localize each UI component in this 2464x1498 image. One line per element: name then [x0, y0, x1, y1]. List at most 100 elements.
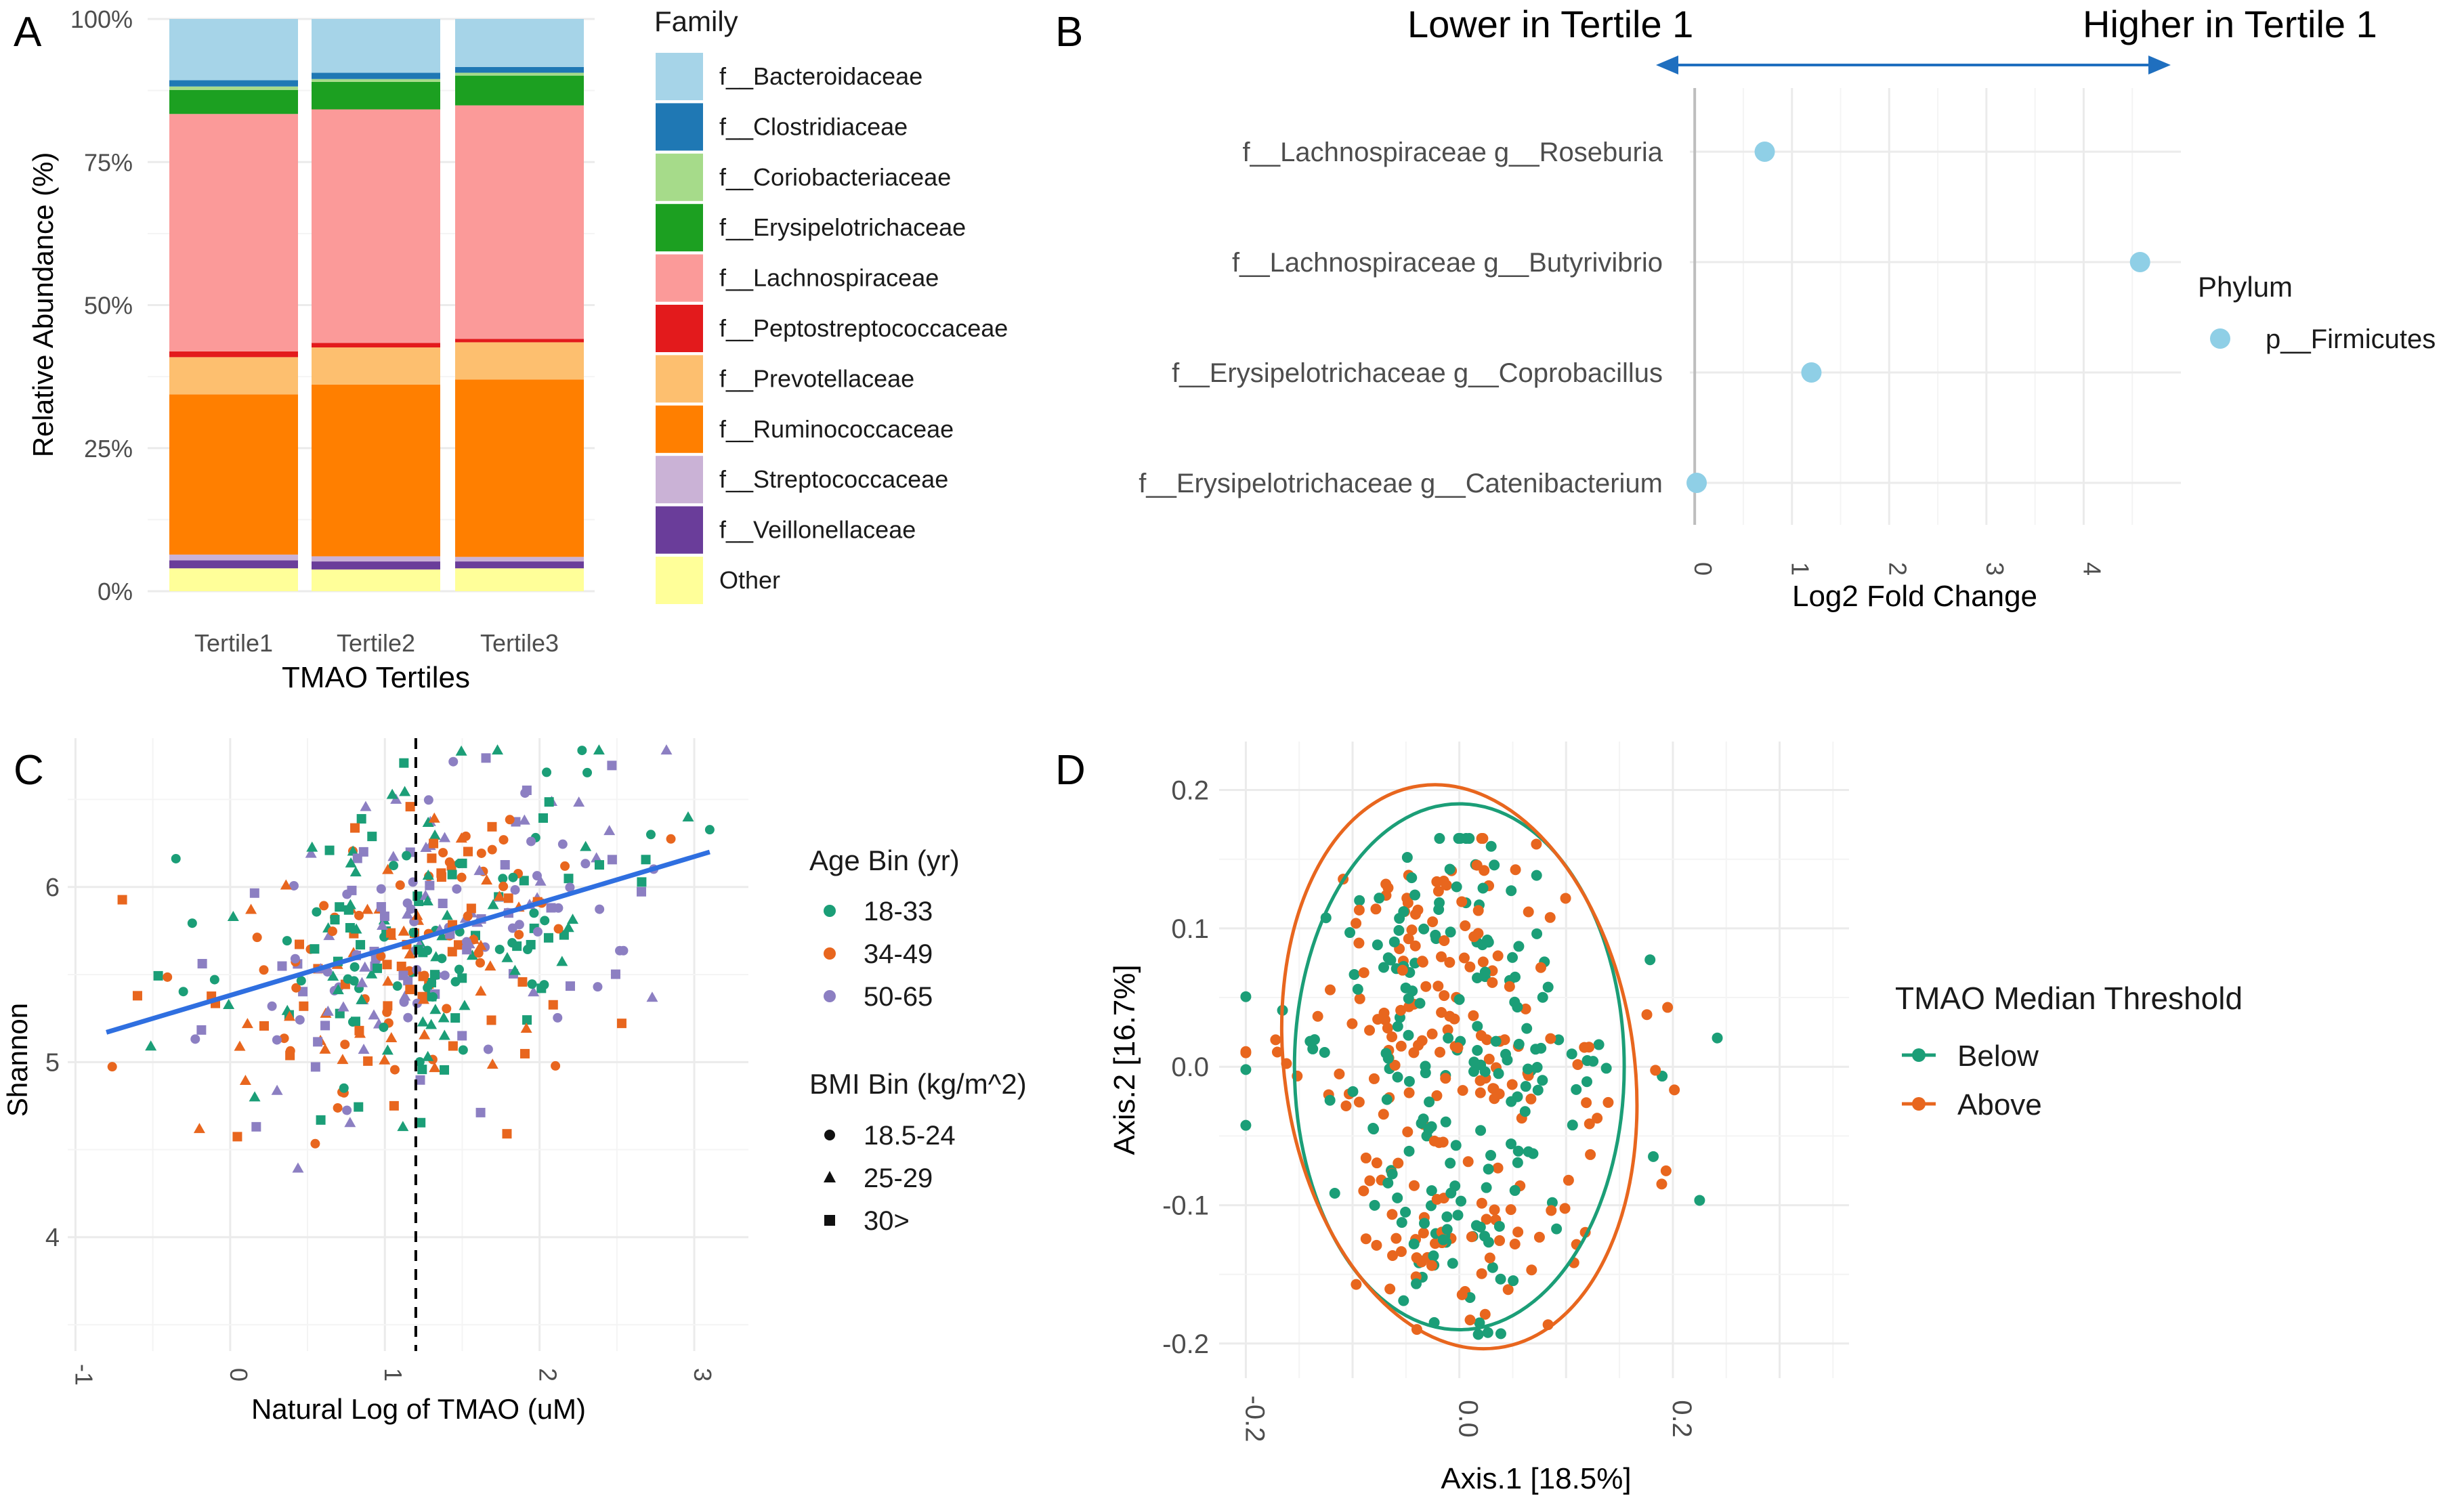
d-point	[1455, 833, 1466, 844]
panel-d-ellipses	[1279, 783, 1639, 1351]
c-point-circle	[310, 1138, 320, 1149]
c-point-circle	[542, 767, 552, 777]
c-point-triangle	[280, 879, 292, 890]
b-x-tick-label: 0	[1689, 562, 1717, 576]
d-point	[1445, 926, 1456, 938]
a-x-tick-label: Tertile3	[480, 629, 559, 657]
d-point	[1411, 1278, 1422, 1289]
c-point-triangle	[245, 903, 257, 914]
c-point-square	[436, 868, 446, 878]
c-point-square	[379, 912, 389, 922]
c-point-triangle	[344, 1117, 356, 1128]
c-point-triangle	[354, 1027, 366, 1038]
c-point-square	[565, 981, 575, 991]
panel-b-legend-dot	[2210, 328, 2230, 349]
d-point	[1418, 1113, 1429, 1125]
d-point	[1453, 993, 1465, 1005]
b-point	[1754, 142, 1775, 162]
c-point-square	[519, 876, 529, 886]
d-point	[1519, 1106, 1531, 1117]
d-point	[1447, 1258, 1458, 1269]
d-point	[1312, 1010, 1323, 1022]
d-point	[1430, 933, 1442, 944]
c-point-triangle	[292, 1162, 304, 1173]
c-y-tick-label: 4	[45, 1224, 60, 1252]
c-point-circle	[442, 1004, 452, 1014]
d-point	[1358, 1185, 1369, 1197]
d-point	[1502, 1054, 1513, 1066]
c-point-square	[277, 961, 287, 971]
panel-d: D -0.2 -0.1 0.0 0.1 0.2 -0.2 0.0 0.2 Axis.2 [1…	[1055, 742, 2243, 1495]
d-point	[1542, 981, 1554, 993]
panel-c-age-legend: 18-33 34-49 50-65	[824, 897, 933, 1012]
panel-c-bmi-legend: 18.5-24 25-29 30>	[824, 1121, 956, 1236]
d-point	[1460, 920, 1471, 932]
d-point	[1371, 1157, 1382, 1169]
d-point	[1510, 971, 1521, 983]
c-point-triangle	[660, 744, 673, 755]
c-point-triangle	[337, 1001, 349, 1012]
c-bmi-legend-label: 25-29	[864, 1163, 933, 1193]
d-point	[1402, 1126, 1414, 1138]
d-point	[1386, 1209, 1398, 1220]
c-point-square	[310, 1062, 320, 1072]
c-point-triangle	[473, 865, 486, 876]
d-point	[1531, 928, 1543, 939]
c-point-circle	[342, 889, 352, 899]
c-point-circle	[406, 904, 416, 914]
c-point-circle	[402, 851, 412, 861]
d-point	[1476, 1197, 1487, 1209]
c-point-triangle	[306, 841, 318, 852]
d-point	[1381, 1094, 1393, 1105]
d-point	[1520, 1003, 1531, 1014]
c-point-triangle	[484, 960, 496, 971]
d-point	[1440, 1073, 1451, 1084]
c-point-square	[356, 940, 366, 950]
d-point	[1412, 904, 1424, 916]
c-point-square	[398, 970, 408, 981]
a-legend-swatch	[656, 53, 703, 100]
d-point	[1585, 1149, 1596, 1160]
c-point-circle	[440, 970, 450, 981]
c-point-square	[438, 899, 448, 909]
c-point-circle	[553, 903, 564, 913]
d-point	[1271, 1046, 1283, 1058]
d-point	[1566, 1048, 1577, 1060]
c-point-square	[259, 1021, 269, 1031]
c-point-square	[415, 1075, 425, 1085]
c-point-triangle	[438, 1012, 450, 1023]
a-y-tick-label: 75%	[84, 148, 133, 176]
d-point	[1388, 936, 1400, 947]
d-point	[1712, 1032, 1723, 1044]
c-point-square	[616, 1019, 626, 1029]
c-point-square	[363, 1056, 373, 1066]
c-point-square	[429, 970, 440, 980]
c-point-triangle	[481, 874, 493, 885]
d-point	[1351, 918, 1362, 929]
a-y-tick-label: 0%	[98, 578, 133, 605]
a-bar-segment	[169, 89, 298, 114]
a-legend-swatch	[656, 405, 703, 453]
c-point-triangle	[429, 829, 441, 840]
panel-b-points	[1686, 142, 2150, 493]
c-point-triangle	[455, 745, 467, 756]
c-point-triangle	[382, 863, 394, 874]
c-point-triangle	[377, 920, 389, 930]
d-point	[1512, 1157, 1523, 1168]
panel-b-higher-annotation: Higher in Tertile 1	[2083, 3, 2377, 45]
d-point	[1443, 1032, 1454, 1044]
d-point	[1387, 1249, 1399, 1261]
d-point	[1472, 905, 1484, 916]
c-point-triangle	[492, 744, 504, 755]
c-age-legend-label: 18-33	[864, 897, 933, 926]
c-point-triangle	[399, 786, 411, 796]
b-point	[2129, 252, 2150, 272]
c-point-square	[425, 880, 435, 891]
d-point	[1416, 956, 1428, 967]
d-point	[1581, 1055, 1593, 1067]
a-legend-label: f__Streptococcaceae	[719, 465, 948, 493]
d-point	[1581, 1097, 1592, 1109]
c-bmi-legend-triangle	[824, 1171, 836, 1182]
d-point	[1408, 1047, 1420, 1058]
c-point-triangle	[332, 984, 344, 995]
